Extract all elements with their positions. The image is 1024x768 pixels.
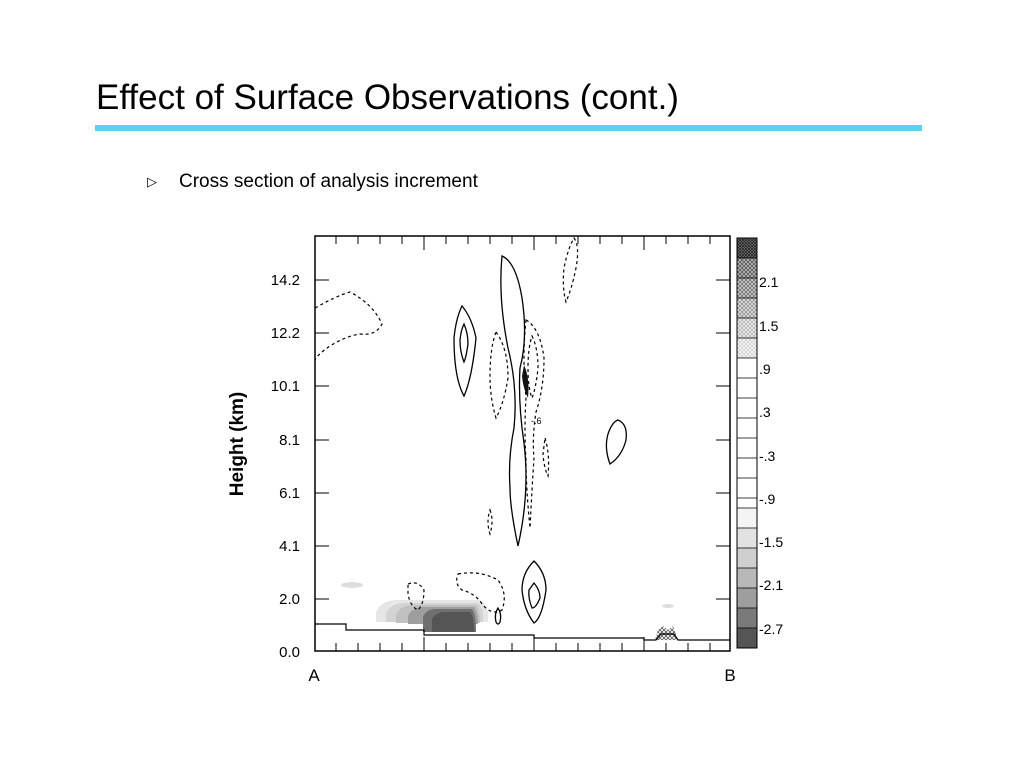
y-tick-label: 6.1	[279, 485, 300, 502]
y-tick-label: 4.1	[279, 538, 300, 555]
slide-title: Effect of Surface Observations (cont.)	[96, 78, 679, 117]
y-axis-tick-labels: 0.0 2.0 4.1 6.1 8.1 10.1 12.2 14.2	[271, 272, 300, 661]
colorbar-label: 2.1	[759, 274, 779, 290]
negative-shading	[341, 582, 678, 640]
cross-section-figure: -.6 0.0 2.0 4.1 6.1 8.1 10.1 12.2 14.2 H…	[218, 228, 808, 695]
colorbar-label: 1.5	[759, 318, 779, 334]
y-tick-label: 12.2	[271, 325, 300, 342]
colorbar-label: -2.1	[759, 577, 783, 593]
bullet-item: ▷ Cross section of analysis increment	[147, 171, 478, 193]
y-tick-label: 14.2	[271, 272, 300, 289]
plot-area: -.6	[314, 235, 731, 652]
colorbar-label: -2.7	[759, 621, 783, 637]
colorbar-label: -.3	[759, 448, 776, 464]
colorbar-label: .9	[759, 361, 771, 377]
cross-section-chart: -.6 0.0 2.0 4.1 6.1 8.1 10.1 12.2 14.2 H…	[227, 235, 783, 685]
bullet-triangle-icon: ▷	[147, 174, 157, 189]
title-underline	[95, 125, 922, 131]
x-tick-label-b: B	[724, 666, 735, 685]
y-tick-label: 10.1	[271, 378, 300, 395]
colorbar	[736, 237, 758, 649]
y-tick-label: 8.1	[279, 432, 300, 449]
colorbar-label: -1.5	[759, 534, 783, 550]
x-tick-label-a: A	[308, 666, 320, 685]
y-tick-label: 0.0	[279, 644, 300, 661]
top-ticks	[315, 236, 730, 651]
y-tick-label: 2.0	[279, 591, 300, 608]
negative-contours	[314, 236, 579, 613]
terrain-line	[315, 623, 730, 641]
positive-contours	[453, 255, 627, 625]
y-axis-title: Height (km)	[227, 392, 248, 497]
inline-contour-label: -.6	[531, 416, 542, 426]
colorbar-tick-labels: 2.1 1.5 .9 .3 -.3 -.9 -1.5 -2.1 -2.7	[759, 274, 783, 637]
bullet-text: Cross section of analysis increment	[179, 171, 478, 192]
colorbar-label: .3	[759, 404, 771, 420]
negative-core	[522, 365, 529, 398]
colorbar-label: -.9	[759, 491, 776, 507]
